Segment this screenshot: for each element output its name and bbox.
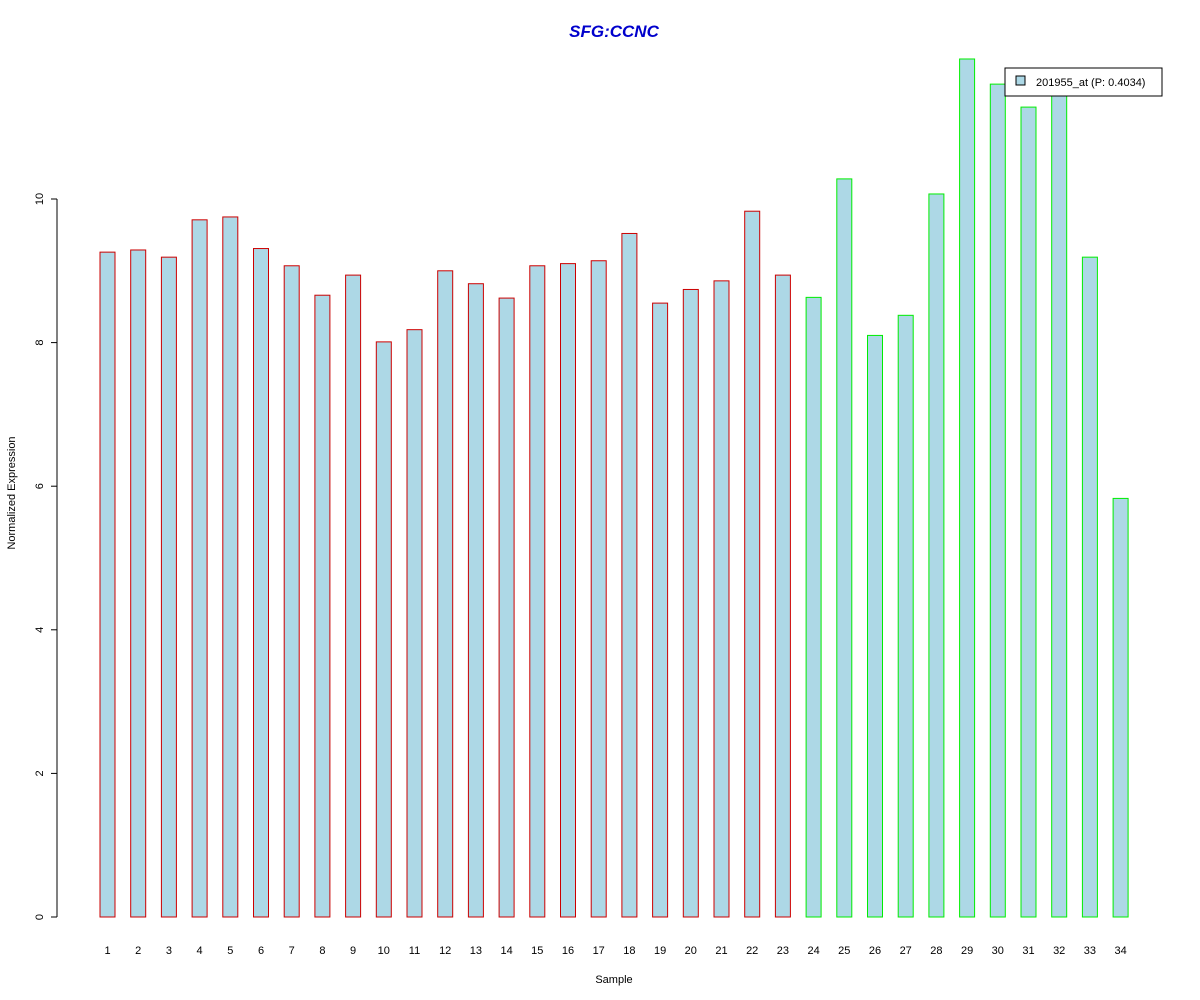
bar-sample-13 <box>467 283 484 918</box>
x-tick-label: 1 <box>104 945 110 957</box>
legend-swatch <box>1015 75 1026 86</box>
bar-sample-12 <box>437 270 454 918</box>
x-tick-label: 33 <box>1084 945 1096 957</box>
y-axis-label: Normalized Expression <box>6 436 18 549</box>
legend-box <box>1004 67 1163 97</box>
x-tick-label: 7 <box>289 945 295 957</box>
x-tick-label: 5 <box>227 945 233 957</box>
bar-sample-25 <box>836 178 853 918</box>
bar-sample-23 <box>774 274 791 918</box>
legend: 201955_at (P: 0.4034) <box>1004 67 1163 97</box>
x-tick-label: 11 <box>409 945 420 957</box>
bar-sample-28 <box>928 193 945 918</box>
bar-sample-19 <box>652 302 669 918</box>
bar-sample-8 <box>314 294 331 918</box>
bar-sample-3 <box>160 256 177 918</box>
x-tick-label: 3 <box>166 945 172 957</box>
bar-sample-22 <box>744 210 761 918</box>
bar-sample-14 <box>498 297 515 918</box>
bar-sample-15 <box>529 265 546 918</box>
y-axis: 0 2 4 6 8 10 <box>34 193 58 920</box>
bar-sample-29 <box>959 58 976 918</box>
bar-sample-31 <box>1020 106 1037 918</box>
bar-sample-33 <box>1081 256 1098 918</box>
x-tick-label: 29 <box>961 945 973 957</box>
bar-sample-18 <box>621 232 638 918</box>
bar-sample-1 <box>99 251 116 918</box>
y-tick-label: 8 <box>34 340 46 346</box>
bar-sample-10 <box>375 341 392 918</box>
y-tick-label: 0 <box>34 914 46 920</box>
x-tick-label: 26 <box>869 945 881 957</box>
x-tick-label: 22 <box>746 945 758 957</box>
chart-title: SFG:CCNC <box>569 22 659 41</box>
x-tick-label: 13 <box>470 945 482 957</box>
bar-sample-2 <box>130 249 147 918</box>
bar-sample-5 <box>222 216 239 918</box>
x-tick-label: 28 <box>930 945 942 957</box>
x-tick-label: 14 <box>500 945 512 957</box>
x-axis-label: Sample <box>595 974 632 986</box>
bar-sample-26 <box>867 334 883 918</box>
bar-sample-34 <box>1112 497 1129 918</box>
bar-sample-11 <box>406 329 423 918</box>
bar-sample-32 <box>1051 90 1068 918</box>
legend-label: 201955_at (P: 0.4034) <box>1036 77 1145 89</box>
y-tick-label: 6 <box>34 483 46 489</box>
bar-sample-4 <box>191 219 208 918</box>
x-tick-label: 27 <box>900 945 912 957</box>
x-tick-label: 25 <box>838 945 850 957</box>
x-tick-label: 8 <box>319 945 325 957</box>
bar-sample-16 <box>560 263 576 918</box>
x-tick-label: 20 <box>685 945 697 957</box>
bar-sample-6 <box>253 248 269 918</box>
bar-sample-7 <box>283 265 300 918</box>
x-tick-label: 31 <box>1022 945 1034 957</box>
x-tick-label: 2 <box>135 945 141 957</box>
x-tick-label: 32 <box>1053 945 1065 957</box>
x-tick-label: 4 <box>197 945 203 957</box>
x-tick-label: 9 <box>350 945 356 957</box>
y-tick-label: 4 <box>34 627 46 633</box>
x-tick-label: 34 <box>1114 945 1126 957</box>
bar-sample-27 <box>897 314 914 918</box>
x-tick-label: 30 <box>992 945 1004 957</box>
x-tick-label: 16 <box>562 945 574 957</box>
x-tick-label: 23 <box>777 945 789 957</box>
x-tick-label: 6 <box>258 945 264 957</box>
bar-sample-21 <box>713 280 730 918</box>
x-tick-label: 19 <box>654 945 666 957</box>
bar-sample-17 <box>590 260 607 918</box>
y-tick-label: 10 <box>34 193 46 205</box>
x-tick-label: 17 <box>593 945 605 957</box>
x-tick-label: 15 <box>531 945 543 957</box>
bars-group <box>99 58 1129 918</box>
x-tick-label: 21 <box>715 945 727 957</box>
x-tick-labels: 1 2 3 4 5 6 7 8 9 10 11 12 13 14 15 16 17 18 19 20 21 22 23 24 2… <box>104 945 1126 957</box>
bar-sample-30 <box>989 83 1006 918</box>
x-tick-label: 10 <box>378 945 390 957</box>
bar-sample-24 <box>805 296 822 918</box>
bar-sample-9 <box>345 274 362 918</box>
x-tick-label: 24 <box>807 945 819 957</box>
x-tick-label: 18 <box>623 945 635 957</box>
x-tick-label: 12 <box>439 945 451 957</box>
bar-sample-20 <box>682 288 699 918</box>
y-tick-label: 2 <box>34 770 46 776</box>
